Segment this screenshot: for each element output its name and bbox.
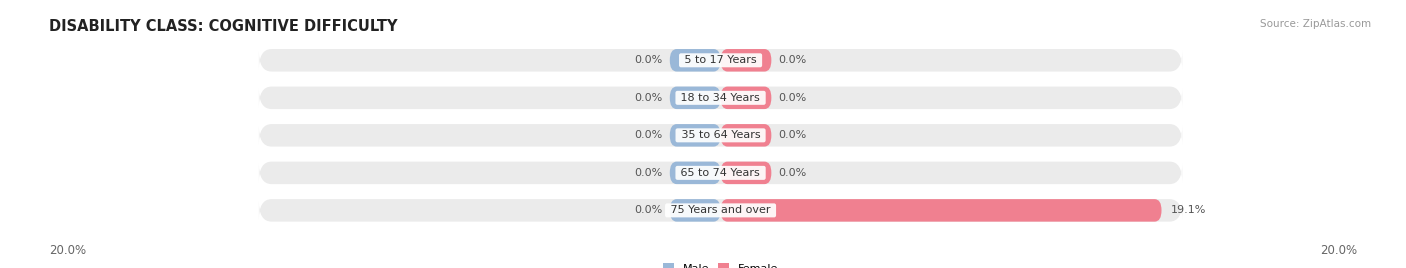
Text: 0.0%: 0.0% [634,168,662,178]
Text: 19.1%: 19.1% [1171,205,1206,215]
FancyBboxPatch shape [721,162,772,184]
FancyBboxPatch shape [669,49,721,72]
Text: 35 to 64 Years: 35 to 64 Years [678,130,763,140]
Text: 0.0%: 0.0% [779,93,807,103]
FancyBboxPatch shape [669,87,721,109]
Text: 0.0%: 0.0% [779,130,807,140]
Text: 0.0%: 0.0% [779,55,807,65]
Text: 0.0%: 0.0% [634,205,662,215]
FancyBboxPatch shape [259,49,1182,72]
FancyBboxPatch shape [259,87,1182,109]
FancyBboxPatch shape [721,124,772,147]
Text: 0.0%: 0.0% [634,93,662,103]
FancyBboxPatch shape [259,162,1182,184]
FancyBboxPatch shape [721,199,1161,222]
Text: 75 Years and over: 75 Years and over [666,205,775,215]
FancyBboxPatch shape [669,124,721,147]
Text: 20.0%: 20.0% [1320,244,1357,257]
FancyBboxPatch shape [259,199,1182,222]
Text: 18 to 34 Years: 18 to 34 Years [678,93,763,103]
FancyBboxPatch shape [721,49,772,72]
Text: 20.0%: 20.0% [49,244,86,257]
Text: 0.0%: 0.0% [779,168,807,178]
FancyBboxPatch shape [259,124,1182,147]
Text: 5 to 17 Years: 5 to 17 Years [681,55,761,65]
Text: 65 to 74 Years: 65 to 74 Years [678,168,763,178]
Text: DISABILITY CLASS: COGNITIVE DIFFICULTY: DISABILITY CLASS: COGNITIVE DIFFICULTY [49,19,398,34]
Text: 0.0%: 0.0% [634,130,662,140]
Text: Source: ZipAtlas.com: Source: ZipAtlas.com [1260,19,1371,29]
Legend: Male, Female: Male, Female [658,259,783,268]
FancyBboxPatch shape [721,87,772,109]
FancyBboxPatch shape [669,199,721,222]
FancyBboxPatch shape [669,162,721,184]
Text: 0.0%: 0.0% [634,55,662,65]
